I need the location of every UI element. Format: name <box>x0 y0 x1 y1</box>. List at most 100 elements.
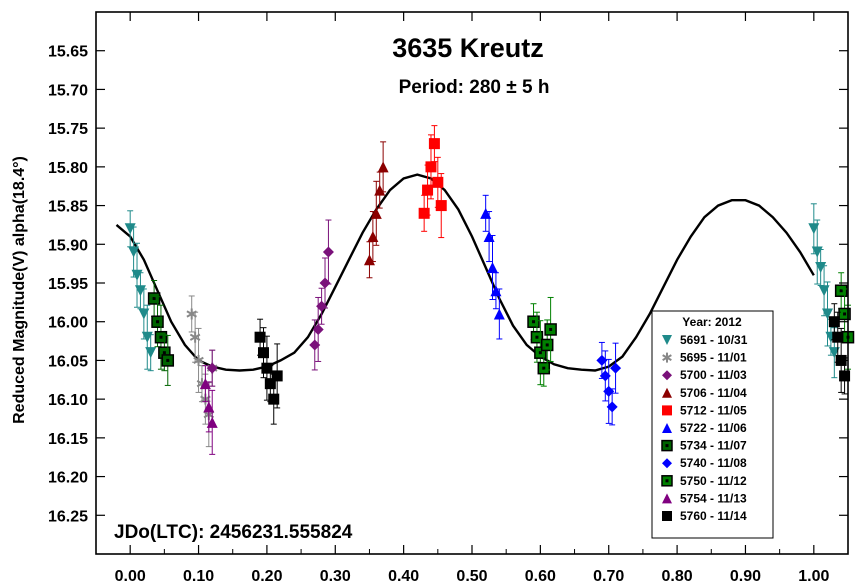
series-5706-11-04 <box>363 141 389 279</box>
marker-square-dot-center <box>542 366 546 370</box>
marker-square-dot-center <box>159 335 163 339</box>
legend-item-label: 5700 - 11/03 <box>680 368 747 382</box>
marker-diamond <box>322 246 334 258</box>
marker-square <box>425 161 437 173</box>
marker-diamond <box>662 458 672 469</box>
legend-item: 5691 - 10/31 <box>662 333 748 347</box>
legend-item: 5740 - 11/08 <box>662 456 747 470</box>
x-tick-label: 0.80 <box>662 568 693 585</box>
marker-triangle-up <box>377 161 389 173</box>
series-5722-11-06 <box>480 194 505 340</box>
marker-diamond <box>312 323 324 335</box>
marker-triangle-down <box>821 308 833 320</box>
marker-square-dot-center <box>532 320 536 324</box>
series-5700-11-03 <box>206 219 334 387</box>
series-5734-11-07 <box>147 279 175 386</box>
marker-triangle-up <box>662 423 672 433</box>
legend-item-label: 5691 - 10/31 <box>680 333 748 347</box>
fit-curve-line <box>115 173 815 372</box>
marker-diamond <box>206 362 218 374</box>
marker-square <box>662 511 672 521</box>
legend-item: 5754 - 11/13 <box>662 491 747 505</box>
y-tick-label: 15.65 <box>48 44 88 61</box>
marker-square <box>422 184 434 196</box>
marker-square-dot-center <box>843 312 847 316</box>
legend-item-label: 5706 - 11/04 <box>680 386 747 400</box>
x-tick-label: 1.00 <box>798 568 829 585</box>
legend-item-label: 5695 - 11/01 <box>680 351 747 365</box>
x-tick-label: 0.00 <box>115 568 146 585</box>
x-tick-label: 0.50 <box>456 568 487 585</box>
marker-square-dot-center <box>535 335 539 339</box>
marker-square-dot-center <box>152 296 156 300</box>
marker-square <box>264 378 276 390</box>
fit-curve-layer <box>115 173 815 372</box>
y-tick-label: 16.15 <box>48 431 88 448</box>
legend-item: 5695 - 11/01 <box>662 351 747 365</box>
marker-diamond <box>662 370 672 381</box>
marker-square <box>828 316 840 328</box>
marker-triangle-up <box>206 416 218 428</box>
series-5740-11-08 <box>596 341 622 426</box>
marker-triangle-up <box>487 262 499 274</box>
marker-triangle-down <box>134 285 146 297</box>
marker-diamond <box>309 339 321 351</box>
y-tick-label: 15.75 <box>48 121 88 138</box>
marker-diamond <box>319 277 331 289</box>
marker-triangle-up <box>370 207 382 219</box>
x-tick-label: 0.90 <box>730 568 761 585</box>
marker-square <box>839 370 851 382</box>
marker-square <box>832 331 844 343</box>
chart-subtitle: Period: 280 ± 5 h <box>399 77 550 98</box>
legend-title: Year: 2012 <box>682 315 742 329</box>
marker-square-dot-center <box>156 320 160 324</box>
marker-triangle-up <box>199 378 211 390</box>
marker-diamond <box>599 370 611 382</box>
x-tick-label: 0.40 <box>388 568 419 585</box>
marker-triangle-up <box>490 285 502 297</box>
marker-square <box>418 207 430 219</box>
legend-item: 5722 - 11/06 <box>662 421 747 435</box>
epoch-annotation: JDo(LTC): 2456231.555824 <box>114 522 353 543</box>
x-tick-label: 0.60 <box>525 568 556 585</box>
x-tick-label: 0.10 <box>183 568 214 585</box>
marker-triangle-up <box>662 387 672 398</box>
marker-triangle-up <box>662 493 672 504</box>
marker-triangle-up <box>203 401 215 413</box>
legend-item: 5734 - 11/07 <box>661 439 747 453</box>
marker-diamond <box>596 354 608 366</box>
marker-triangle-down <box>815 262 827 274</box>
marker-square <box>254 331 266 343</box>
marker-square-dot-center <box>538 351 542 355</box>
y-tick-label: 16.00 <box>48 315 88 332</box>
y-tick-label: 15.95 <box>48 276 88 293</box>
series-5760-11-14 <box>254 303 851 425</box>
marker-square-dot-center <box>166 358 170 362</box>
series-5754-11-13 <box>199 365 218 455</box>
y-tick-label: 15.90 <box>48 237 88 254</box>
y-axis-label: Reduced Magnitude(V) alpha(18.4°) <box>11 156 28 424</box>
marker-triangle-down <box>138 308 150 320</box>
y-tick-label: 16.10 <box>48 392 88 409</box>
marker-square <box>435 200 447 212</box>
marker-square <box>271 370 283 382</box>
legend-item-label: 5722 - 11/06 <box>680 421 747 435</box>
marker-diamond <box>610 362 622 374</box>
x-tick-label: 0.30 <box>320 568 351 585</box>
marker-triangle-down <box>124 223 136 235</box>
marker-triangle-up <box>493 308 505 320</box>
legend: Year: 2012 5691 - 10/31 5695 - 11/01 5700 … <box>651 310 774 539</box>
marker-triangle-up <box>374 184 386 196</box>
y-tick-label: 16.20 <box>48 470 88 487</box>
legend-item: 5750 - 11/12 <box>661 474 747 488</box>
marker-triangle-down <box>818 285 830 297</box>
legend-item-label: 5754 - 11/13 <box>680 491 747 505</box>
legend-item: 5712 - 11/05 <box>662 403 747 417</box>
legend-item: 5760 - 11/14 <box>662 509 747 523</box>
chart-title: 3635 Kreutz <box>392 33 544 63</box>
marker-square-dot-center <box>665 444 669 448</box>
marker-square <box>432 176 444 188</box>
marker-diamond <box>606 401 618 413</box>
marker-asterisk-stroke <box>662 354 672 361</box>
